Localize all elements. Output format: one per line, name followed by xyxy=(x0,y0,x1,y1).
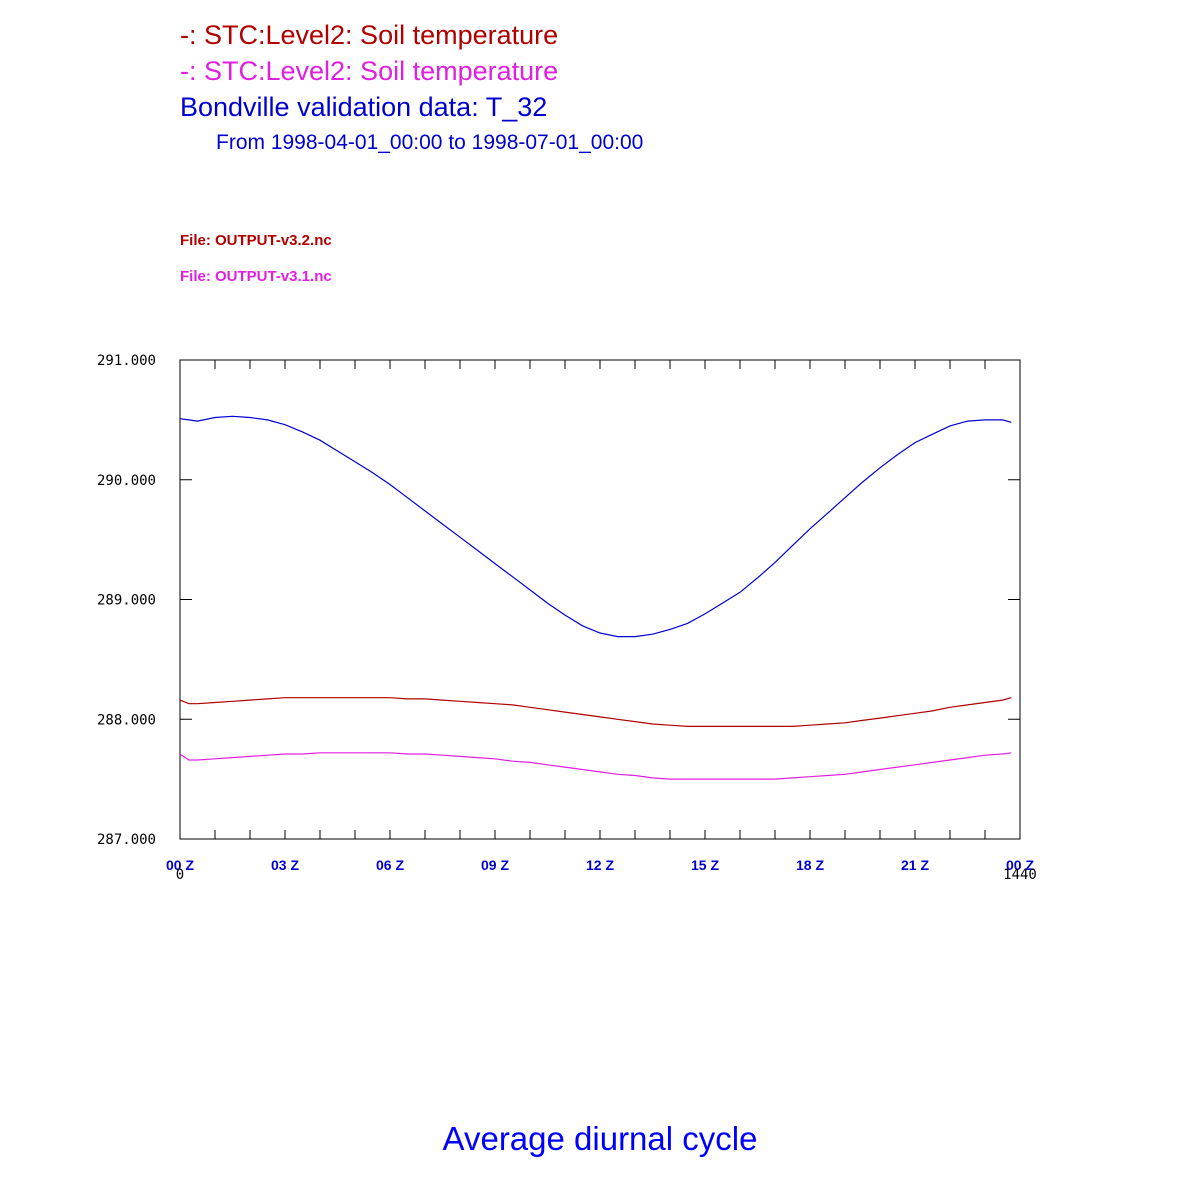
date-range-label: From 1998-04-01_00:00 to 1998-07-01_00:0… xyxy=(216,131,644,154)
series-line-bondville xyxy=(179,415,1012,638)
y-tick-label: 287.000 xyxy=(97,832,156,848)
x-tick-label: 18 Z xyxy=(796,857,824,873)
series-line-v32 xyxy=(179,697,1012,728)
x-tick-label: 00 Z xyxy=(166,857,194,873)
chart-caption: Average diurnal cycle xyxy=(442,1120,758,1157)
x-tick-label: 03 Z xyxy=(271,857,299,873)
x-tick-label: 12 Z xyxy=(586,857,614,873)
y-tick-label: 288.000 xyxy=(97,712,156,728)
x-tick-label: 15 Z xyxy=(691,857,719,873)
x-range-end-label: 1440 xyxy=(1003,867,1037,883)
legend-series1-title: -: STC:Level2: Soil temperature xyxy=(180,20,559,50)
legend-series2-title: -: STC:Level2: Soil temperature xyxy=(180,56,559,86)
y-tick-label: 290.000 xyxy=(97,473,156,489)
legend-series3-title: Bondville validation data: T_32 xyxy=(180,92,548,122)
x-tick-label: 06 Z xyxy=(376,857,404,873)
x-tick-label: 09 Z xyxy=(481,857,509,873)
x-tick-label: 00 Z xyxy=(1006,857,1034,873)
x-range-start-label: 0 xyxy=(176,867,184,883)
file-label-v32: File: OUTPUT-v3.2.nc xyxy=(180,232,332,249)
series-line-v31 xyxy=(179,752,1012,780)
file-label-v31: File: OUTPUT-v3.1.nc xyxy=(180,268,332,285)
y-tick-label: 289.000 xyxy=(97,593,156,609)
x-tick-label: 21 Z xyxy=(901,857,929,873)
series-layer xyxy=(179,415,1012,780)
y-tick-label: 291.000 xyxy=(97,353,156,369)
